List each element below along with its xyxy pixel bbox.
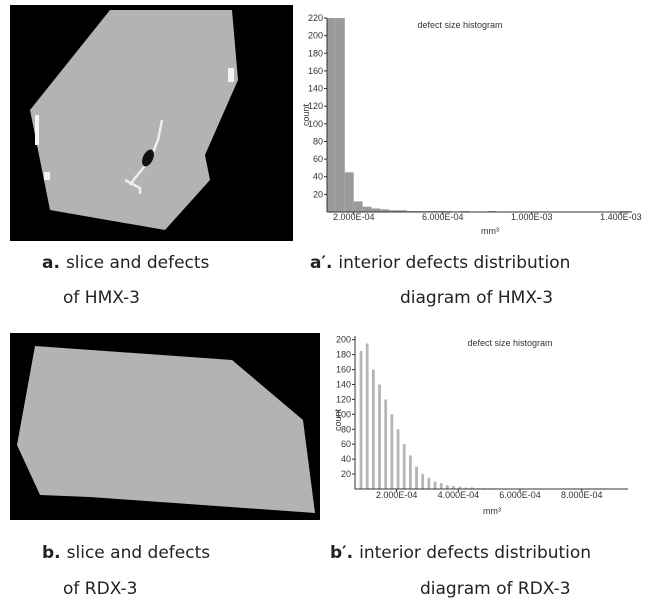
bar xyxy=(345,172,354,212)
x-tick-label: 2.000E-04 xyxy=(333,212,375,222)
bar xyxy=(440,483,443,489)
caption-label: a. xyxy=(42,253,60,273)
caption-text: diagram of HMX-3 xyxy=(400,288,553,308)
bar xyxy=(366,343,369,489)
bar xyxy=(415,467,418,489)
caption: a. slice and defects xyxy=(42,253,210,273)
bar xyxy=(421,474,424,489)
x-tick-label: 6.000E-04 xyxy=(422,212,464,222)
x-axis-label: mm³ xyxy=(483,506,501,516)
y-tick-label: 20 xyxy=(313,189,323,199)
caption-text: slice and defects xyxy=(66,253,210,273)
bar xyxy=(378,385,381,489)
bar xyxy=(434,482,437,489)
bar xyxy=(372,370,375,489)
bar xyxy=(390,414,393,489)
caption-text: interior defects distribution xyxy=(338,253,570,273)
bar xyxy=(327,18,336,212)
y-tick-label: 140 xyxy=(308,84,323,94)
y-tick-label: 140 xyxy=(336,380,351,390)
y-axis-label: count xyxy=(301,103,311,126)
caption-label: b′. xyxy=(330,543,353,563)
caption-label: a′. xyxy=(310,253,332,273)
chart-title: defect size histogram xyxy=(417,20,502,30)
y-tick-label: 160 xyxy=(336,365,351,375)
bar xyxy=(409,455,412,489)
bar xyxy=(336,18,345,212)
y-tick-label: 40 xyxy=(341,454,351,464)
caption-text: of RDX-3 xyxy=(63,579,137,599)
figure: a. slice and defects of HMX-3 a′. interior d… xyxy=(0,0,647,602)
x-tick-label: 2.000E-04 xyxy=(376,490,418,500)
y-tick-label: 160 xyxy=(308,66,323,76)
y-tick-label: 200 xyxy=(336,335,351,345)
y-tick-label: 80 xyxy=(313,136,323,146)
bar xyxy=(360,351,363,489)
y-tick-label: 180 xyxy=(308,48,323,58)
bar xyxy=(427,478,430,489)
caption: b′. interior defects distribution xyxy=(330,543,591,563)
x-tick-label: 1.000E-03 xyxy=(511,212,553,222)
y-tick-label: 120 xyxy=(336,394,351,404)
bar xyxy=(354,201,363,212)
x-tick-label: 6.000E-04 xyxy=(499,490,541,500)
y-tick-label: 40 xyxy=(313,172,323,182)
bar xyxy=(403,444,406,489)
x-tick-label: 8.000E-04 xyxy=(561,490,603,500)
y-tick-label: 60 xyxy=(341,439,351,449)
caption-text: of HMX-3 xyxy=(63,288,140,308)
y-tick-label: 200 xyxy=(308,31,323,41)
caption: b. slice and defects xyxy=(42,543,210,563)
caption: a′. interior defects distribution xyxy=(310,253,570,273)
y-tick-label: 20 xyxy=(341,469,351,479)
x-tick-label: 4.000E-04 xyxy=(438,490,480,500)
y-tick-label: 220 xyxy=(308,13,323,23)
caption-text: diagram of RDX-3 xyxy=(420,579,571,599)
chart-title: defect size histogram xyxy=(467,338,552,348)
caption-text: slice and defects xyxy=(67,543,211,563)
y-tick-label: 60 xyxy=(313,154,323,164)
page: a. slice and defects of HMX-3 a′. interior d… xyxy=(0,0,647,602)
bar xyxy=(446,485,449,489)
y-tick-label: 180 xyxy=(336,350,351,360)
x-tick-label: 1.400E-03 xyxy=(600,212,642,222)
x-axis-label: mm³ xyxy=(481,226,499,236)
bar xyxy=(397,429,400,489)
y-axis-label: count xyxy=(333,408,343,431)
caption-text: interior defects distribution xyxy=(359,543,591,563)
caption-label: b. xyxy=(42,543,61,563)
bar xyxy=(384,399,387,489)
